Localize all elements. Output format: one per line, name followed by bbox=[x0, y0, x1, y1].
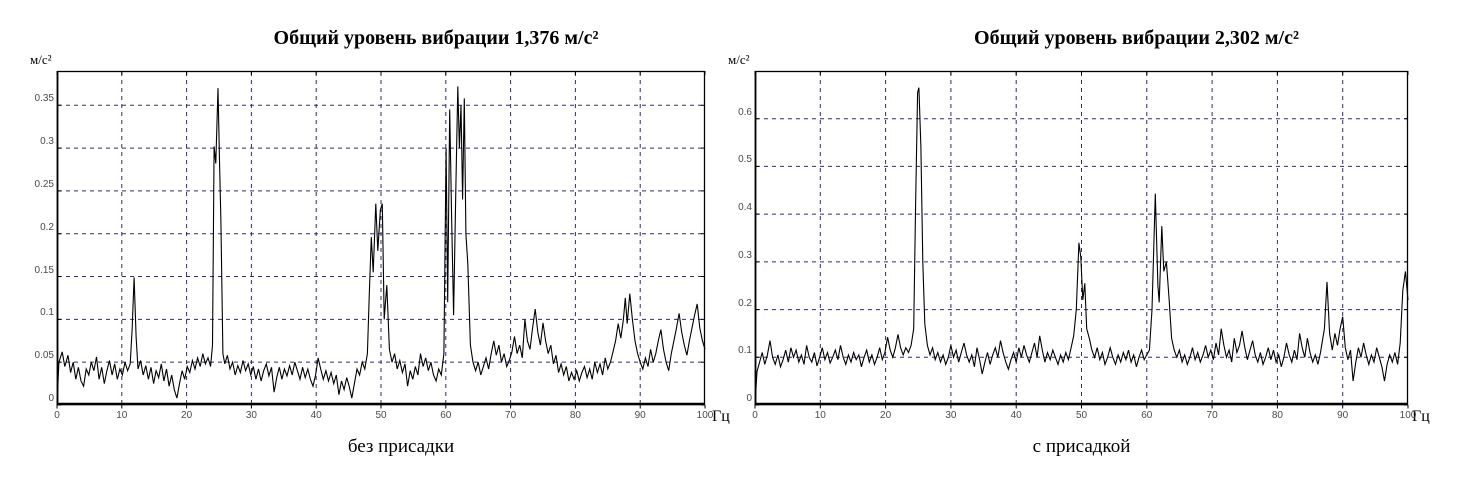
spectrum-chart-without-additive: Общий уровень вибрации 1,376 м/с² м/с² Г… bbox=[30, 27, 730, 457]
chart-title: Общий уровень вибрации 2,302 м/с² bbox=[974, 27, 1299, 49]
spectrum-chart-with-additive: Общий уровень вибрации 2,302 м/с² м/с² Г… bbox=[728, 0, 1484, 490]
spectrum-svg bbox=[56, 70, 706, 409]
spectrum-trace bbox=[56, 86, 706, 406]
y-tick-label: 0.5 bbox=[738, 154, 752, 166]
x-tick-label: 40 bbox=[1010, 410, 1022, 421]
x-tick-label: 90 bbox=[634, 410, 646, 421]
x-tick-label: 20 bbox=[181, 410, 193, 421]
y-tick-label: 0.25 bbox=[34, 178, 54, 190]
x-tick-label: 60 bbox=[440, 410, 452, 421]
y-tick-label: 0.05 bbox=[34, 350, 54, 362]
x-axis-unit-label: Гц bbox=[712, 408, 730, 425]
plot-area bbox=[56, 70, 706, 409]
y-tick-label: 0.3 bbox=[40, 136, 54, 148]
x-tick-label: 50 bbox=[375, 410, 387, 421]
y-axis-unit-label: м/с² bbox=[30, 52, 52, 67]
y-tick-label: 0.4 bbox=[738, 202, 752, 214]
y-tick-label: 0.3 bbox=[738, 249, 752, 261]
x-tick-label: 0 bbox=[54, 410, 60, 421]
x-tick-label: 30 bbox=[245, 410, 257, 421]
spectrum-svg bbox=[754, 70, 1409, 409]
chart-caption: без присадки bbox=[347, 436, 455, 457]
x-axis-unit-label: Гц bbox=[1412, 408, 1430, 425]
x-tick-label: 10 bbox=[814, 410, 826, 421]
spectrum-trace bbox=[754, 87, 1409, 406]
x-tick-label: 80 bbox=[1271, 410, 1283, 421]
x-tick-label: 90 bbox=[1337, 410, 1349, 421]
x-tick-label: 20 bbox=[880, 410, 892, 421]
x-tick-label: 0 bbox=[752, 410, 758, 421]
y-tick-label: 0.2 bbox=[738, 297, 752, 309]
y-tick-label: 0.1 bbox=[738, 345, 752, 357]
y-tick-label: 0.2 bbox=[40, 221, 54, 233]
y-tick-label: 0 bbox=[48, 393, 54, 404]
x-tick-label: 100 bbox=[1399, 410, 1417, 421]
plot-area bbox=[754, 70, 1409, 409]
y-tick-label: 0.1 bbox=[40, 307, 54, 319]
x-tick-label: 40 bbox=[310, 410, 322, 421]
x-tick-label: 10 bbox=[116, 410, 128, 421]
y-tick-label: 0.15 bbox=[34, 264, 54, 276]
x-tick-label: 80 bbox=[569, 410, 581, 421]
y-tick-label: 0.35 bbox=[34, 93, 54, 105]
chart-caption: с присадкой bbox=[1032, 436, 1131, 457]
x-tick-label: 70 bbox=[1206, 410, 1218, 421]
y-tick-label: 0 bbox=[746, 393, 752, 404]
x-tick-label: 50 bbox=[1075, 410, 1088, 421]
x-tick-label: 60 bbox=[1141, 410, 1153, 421]
x-tick-label: 70 bbox=[505, 410, 517, 421]
x-tick-label: 100 bbox=[696, 410, 714, 421]
chart-title: Общий уровень вибрации 1,376 м/с² bbox=[273, 27, 599, 49]
x-tick-label: 30 bbox=[945, 410, 957, 421]
y-axis-unit-label: м/с² bbox=[728, 52, 750, 67]
y-tick-label: 0.6 bbox=[738, 106, 752, 118]
